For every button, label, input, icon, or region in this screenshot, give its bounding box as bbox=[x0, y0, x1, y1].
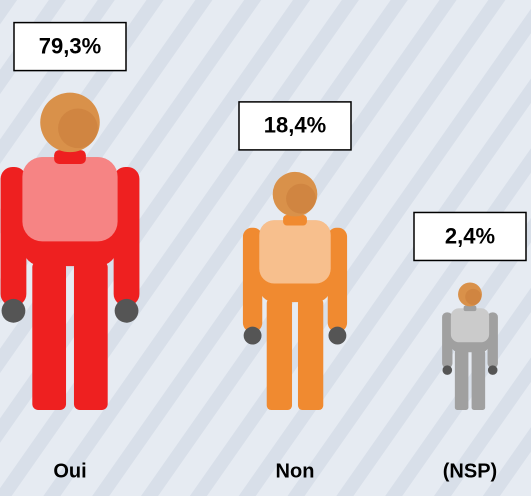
category-label: Non bbox=[276, 460, 315, 482]
highlight bbox=[22, 157, 117, 241]
collar bbox=[54, 150, 86, 164]
highlight bbox=[451, 308, 489, 342]
category-label: Oui bbox=[53, 460, 86, 482]
value-label: 79,3% bbox=[39, 33, 101, 58]
value-label: 18,4% bbox=[264, 113, 326, 138]
leg bbox=[455, 350, 469, 410]
hand bbox=[244, 327, 262, 345]
highlight bbox=[259, 220, 330, 283]
collar bbox=[283, 215, 307, 225]
value-label: 2,4% bbox=[445, 223, 495, 248]
head-shade bbox=[286, 184, 316, 214]
hand bbox=[443, 365, 453, 375]
hand bbox=[488, 365, 498, 375]
hand bbox=[328, 327, 346, 345]
category-label: (NSP) bbox=[443, 460, 497, 482]
leg bbox=[32, 261, 66, 410]
leg bbox=[267, 298, 292, 410]
chart: 79,3% Oui 18,4% Non 2,4% (NSP) bbox=[0, 0, 531, 496]
head-shade bbox=[465, 289, 481, 305]
collar bbox=[464, 306, 477, 312]
hand bbox=[115, 299, 139, 323]
leg bbox=[74, 261, 108, 410]
leg bbox=[472, 350, 486, 410]
hand bbox=[2, 299, 26, 323]
leg bbox=[298, 298, 323, 410]
head-shade bbox=[58, 108, 98, 148]
